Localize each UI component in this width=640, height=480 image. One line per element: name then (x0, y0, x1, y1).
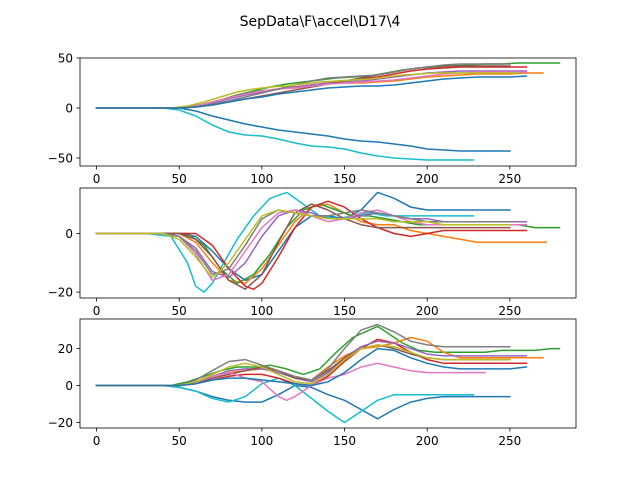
x-tick-label: 250 (498, 434, 521, 448)
subplot-3-series-line-9 (95, 323, 511, 387)
subplot-2-frame (79, 187, 577, 299)
subplot-2: 0 50 100 150 200 250 −20 0 (48, 187, 577, 318)
y-tick-label: 50 (58, 51, 73, 65)
subplot-2-series (95, 191, 561, 293)
x-tick-label: 0 (93, 304, 101, 318)
subplot-1: 0 50 100 150 200 250 −50 0 50 (48, 51, 577, 186)
x-tick-label: 100 (250, 304, 273, 318)
subplot-1-series-line-11 (95, 75, 528, 109)
subplot-3-series-line-10 (95, 344, 511, 387)
y-tick-label: −20 (48, 285, 73, 299)
x-tick-label: 150 (333, 434, 356, 448)
y-tick-label: −50 (48, 151, 73, 165)
subplot-3-frame (79, 318, 577, 429)
subplot-1-series-line-2 (95, 107, 475, 161)
subplot-2-series-line-9 (95, 209, 511, 276)
subplot-3: 0 50 100 150 200 250 −20 0 20 (48, 318, 577, 448)
subplot-3-series-line-3 (95, 325, 561, 387)
x-tick-label: 100 (250, 434, 273, 448)
x-tick-label: 150 (333, 172, 356, 186)
subplot-2-series-line-2 (95, 191, 475, 293)
x-tick-label: 200 (416, 304, 439, 318)
subplot-1-series-line-1 (95, 107, 511, 152)
y-tick-label: 0 (65, 227, 73, 241)
x-tick-label: 250 (498, 172, 521, 186)
figure-title: SepData\F\accel\D17\4 (240, 14, 401, 30)
x-tick-label: 100 (250, 172, 273, 186)
x-tick-label: 200 (416, 434, 439, 448)
subplot-1-series-line-9 (95, 63, 511, 109)
x-tick-label: 50 (172, 304, 187, 318)
subplot-1-frame (79, 57, 577, 167)
subplot-3-series-line-11 (95, 347, 528, 387)
subplot-2-series-line-10 (95, 209, 511, 279)
x-tick-label: 0 (93, 172, 101, 186)
y-tick-label: −20 (48, 416, 73, 430)
y-tick-label: 0 (65, 379, 73, 393)
x-tick-label: 200 (416, 172, 439, 186)
subplot-3-series-line-1 (95, 384, 511, 420)
y-tick-label: 0 (65, 101, 73, 115)
subplot-3-series-line-5 (95, 338, 528, 387)
subplot-1-series (95, 62, 561, 161)
subplot-1-series-line-10 (95, 72, 519, 109)
subplot-1-series-line-6 (95, 70, 528, 109)
subplot-3-series-line-2 (95, 377, 475, 424)
y-tick-label: 20 (58, 342, 73, 356)
x-tick-label: 50 (172, 434, 187, 448)
x-tick-label: 150 (333, 304, 356, 318)
x-tick-label: 50 (172, 172, 187, 186)
x-tick-label: 0 (93, 434, 101, 448)
subplot-3-series (95, 323, 561, 424)
subplot-3-series-line-8 (95, 362, 486, 402)
x-tick-label: 250 (498, 304, 521, 318)
